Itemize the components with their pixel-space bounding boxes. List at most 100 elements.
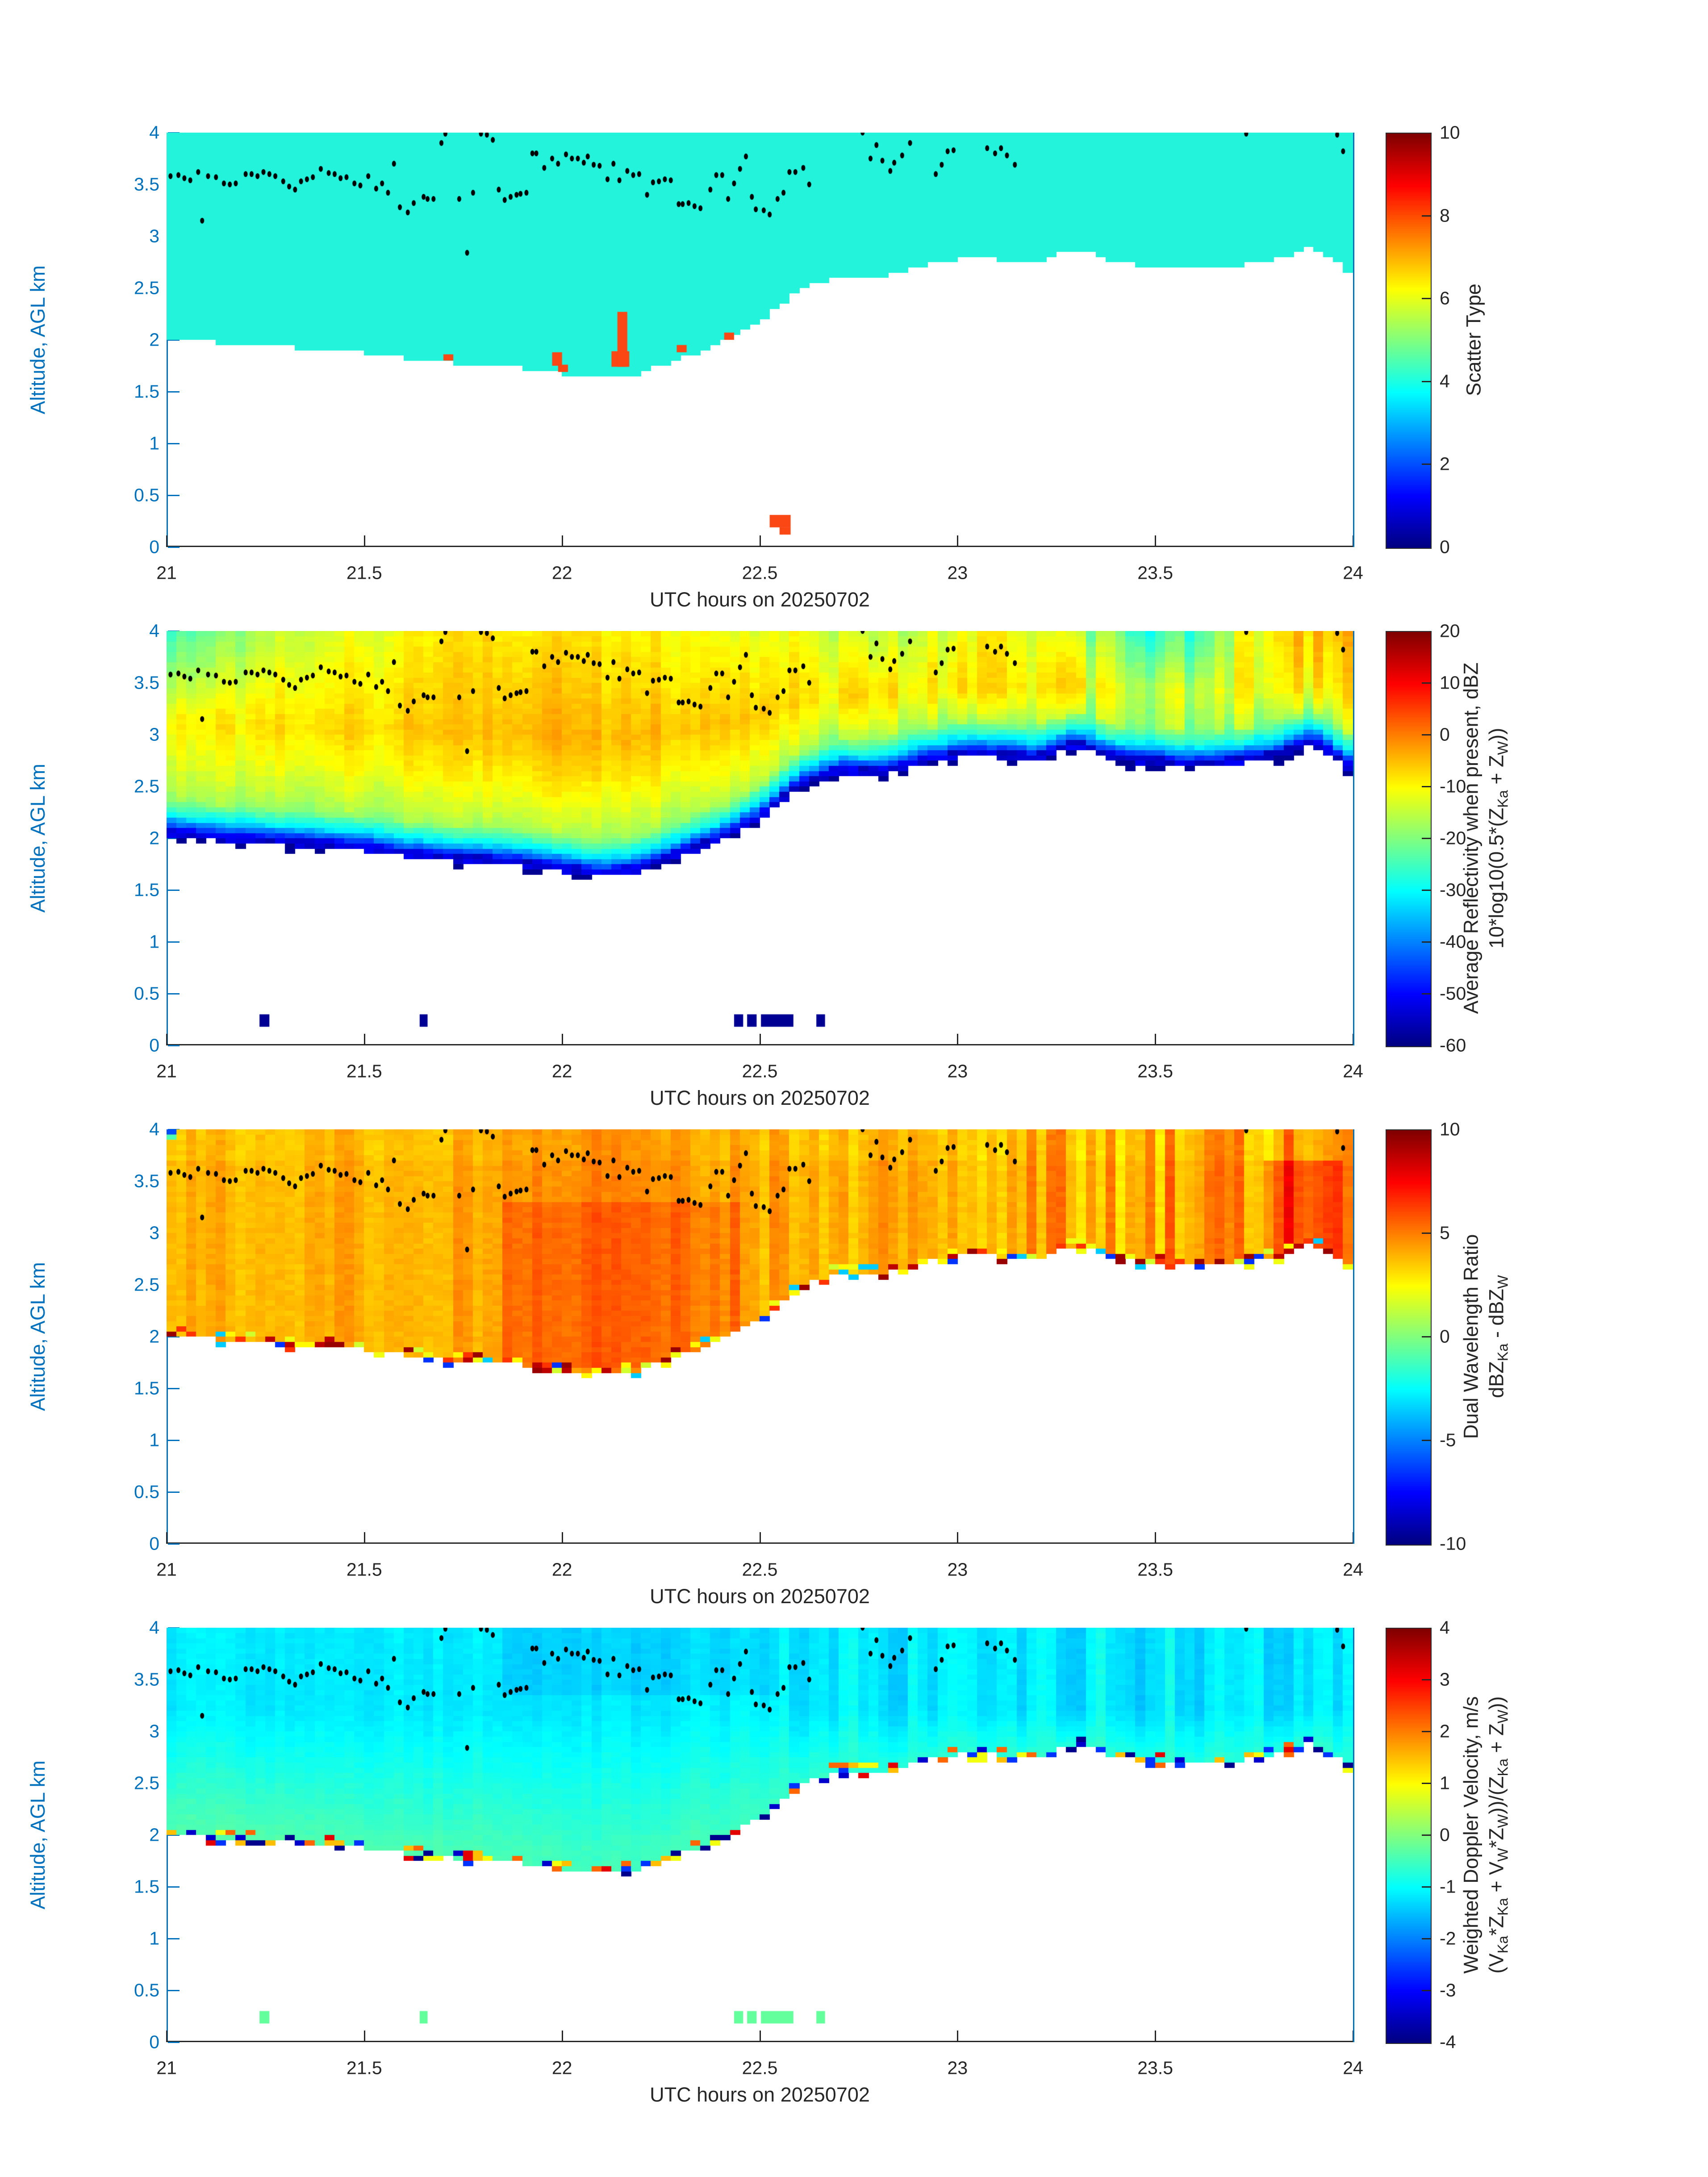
y-tick-label: 4 — [149, 1119, 159, 1140]
colorbar-tick-mark — [1422, 1834, 1431, 1836]
heatmap-field — [167, 1129, 1353, 1544]
colorbar-tick-label: -2 — [1440, 1928, 1456, 1949]
y-tick-label: 4 — [149, 620, 159, 641]
y-tick-mark — [168, 631, 180, 632]
colorbar-label-line: Average Reflectivity when present, dBZ — [1459, 662, 1482, 1014]
colorbar-tick-mark — [1422, 838, 1431, 839]
colorbar-tick-mark — [1422, 1938, 1431, 1939]
y-tick-mark — [168, 339, 180, 341]
y-tick-label: 3 — [149, 724, 159, 745]
x-tick-mark — [363, 2031, 365, 2042]
y-tick-label: 1.5 — [134, 879, 159, 900]
colorbar-tick-label: 4 — [1440, 1617, 1450, 1638]
heatmap-field — [167, 133, 1353, 547]
colorbar-tick-mark — [1422, 941, 1431, 943]
heatmap-field — [167, 631, 1353, 1045]
y-tick-label: 2.5 — [134, 277, 159, 298]
x-tick-mark — [1155, 535, 1157, 547]
colorbar-label-line: (VKa*ZKa + VW*ZW))/(ZKa + ZW)) — [1485, 1696, 1511, 1974]
x-axis-label: UTC hours on 20250702 — [650, 2083, 870, 2106]
y-tick-label: 3.5 — [134, 174, 159, 195]
colorbar-tick-mark — [1422, 1440, 1431, 1441]
colorbar-tick-mark — [1422, 1990, 1431, 1991]
x-tick-mark — [759, 2031, 761, 2042]
y-tick-mark — [168, 132, 180, 134]
colorbar — [1386, 631, 1432, 1047]
colorbar-tick-mark — [1422, 1336, 1431, 1337]
x-tick-label: 22.5 — [742, 1061, 778, 1082]
colorbar-label: Dual Wavelength Ratio dBZKa - dBZW — [1458, 1234, 1516, 1439]
x-tick-label: 24 — [1343, 2057, 1363, 2078]
colorbar-tick-label: 2 — [1440, 453, 1450, 474]
y-tick-label: 4 — [149, 1617, 159, 1638]
y-tick-label: 2 — [149, 1824, 159, 1845]
y-tick-mark — [168, 1045, 180, 1046]
y-axis-spine — [167, 133, 168, 547]
y-tick-mark — [168, 184, 180, 185]
x-tick-mark — [561, 535, 563, 547]
right-axis-spine — [1353, 1129, 1354, 1544]
y-tick-label: 1.5 — [134, 381, 159, 402]
x-tick-label: 23.5 — [1137, 562, 1173, 583]
y-tick-mark — [168, 1627, 180, 1629]
x-tick-mark — [363, 1532, 365, 1544]
y-tick-label: 0 — [149, 2031, 159, 2052]
y-tick-mark — [168, 1731, 180, 1732]
x-tick-mark — [1353, 535, 1354, 547]
colorbar-tick-label: 1 — [1440, 1772, 1450, 1793]
colorbar-tick-label: 0 — [1440, 1824, 1450, 1845]
x-tick-label: 21.5 — [346, 562, 382, 583]
y-tick-label: 3 — [149, 1721, 159, 1742]
colorbar-tick-mark — [1422, 993, 1431, 994]
x-tick-mark — [1353, 1532, 1354, 1544]
colorbar-tick-label: -5 — [1440, 1429, 1456, 1450]
colorbar-tick-mark — [1422, 464, 1431, 465]
x-axis-label: UTC hours on 20250702 — [650, 588, 870, 611]
y-tick-mark — [168, 993, 180, 994]
colorbar-tick-label: 3 — [1440, 1669, 1450, 1690]
y-tick-label: 0.5 — [134, 1481, 159, 1502]
y-tick-mark — [168, 1938, 180, 1939]
colorbar-tick-label: 0 — [1440, 1326, 1450, 1347]
right-axis-spine — [1353, 631, 1354, 1045]
colorbar-tick-mark — [1422, 1731, 1431, 1732]
y-tick-label: 3 — [149, 1222, 159, 1243]
y-tick-mark — [168, 941, 180, 943]
y-tick-label: 0.5 — [134, 983, 159, 1004]
x-tick-label: 23 — [947, 2057, 968, 2078]
x-tick-label: 21.5 — [346, 1061, 382, 1082]
y-tick-label: 0 — [149, 1533, 159, 1554]
x-tick-label: 21 — [156, 1559, 177, 1580]
colorbar-tick-label: -60 — [1440, 1035, 1466, 1056]
x-tick-label: 22 — [551, 2057, 572, 2078]
x-tick-mark — [759, 1034, 761, 1045]
y-axis-label: Altitude, AGL km — [26, 1760, 49, 1910]
colorbar-tick-label: -1 — [1440, 1876, 1456, 1897]
x-tick-mark — [1155, 1532, 1157, 1544]
colorbar — [1386, 1628, 1432, 2044]
colorbar-tick-label: 0 — [1440, 536, 1450, 557]
y-tick-mark — [168, 1129, 180, 1130]
y-tick-label: 2 — [149, 329, 159, 350]
colorbar-tick-label: -50 — [1440, 983, 1466, 1004]
x-axis-spine — [167, 546, 1354, 547]
y-tick-label: 1 — [149, 931, 159, 952]
x-axis-label: UTC hours on 20250702 — [650, 1086, 870, 1109]
colorbar-tick-mark — [1422, 215, 1431, 217]
colorbar-label-line: Scatter Type — [1462, 284, 1485, 396]
x-axis-spine — [167, 2041, 1354, 2042]
x-tick-mark — [759, 535, 761, 547]
x-tick-mark — [166, 1532, 167, 1544]
y-tick-mark — [168, 1181, 180, 1182]
colorbar-tick-label: -40 — [1440, 931, 1466, 952]
x-tick-label: 23 — [947, 1559, 968, 1580]
colorbar-tick-mark — [1422, 1679, 1431, 1680]
colorbar-tick-label: 2 — [1440, 1721, 1450, 1742]
y-tick-label: 1 — [149, 1429, 159, 1450]
y-tick-label: 2.5 — [134, 776, 159, 797]
x-tick-mark — [957, 1034, 959, 1045]
y-axis-spine — [167, 1129, 168, 1544]
colorbar-tick-label: -4 — [1440, 2031, 1456, 2052]
